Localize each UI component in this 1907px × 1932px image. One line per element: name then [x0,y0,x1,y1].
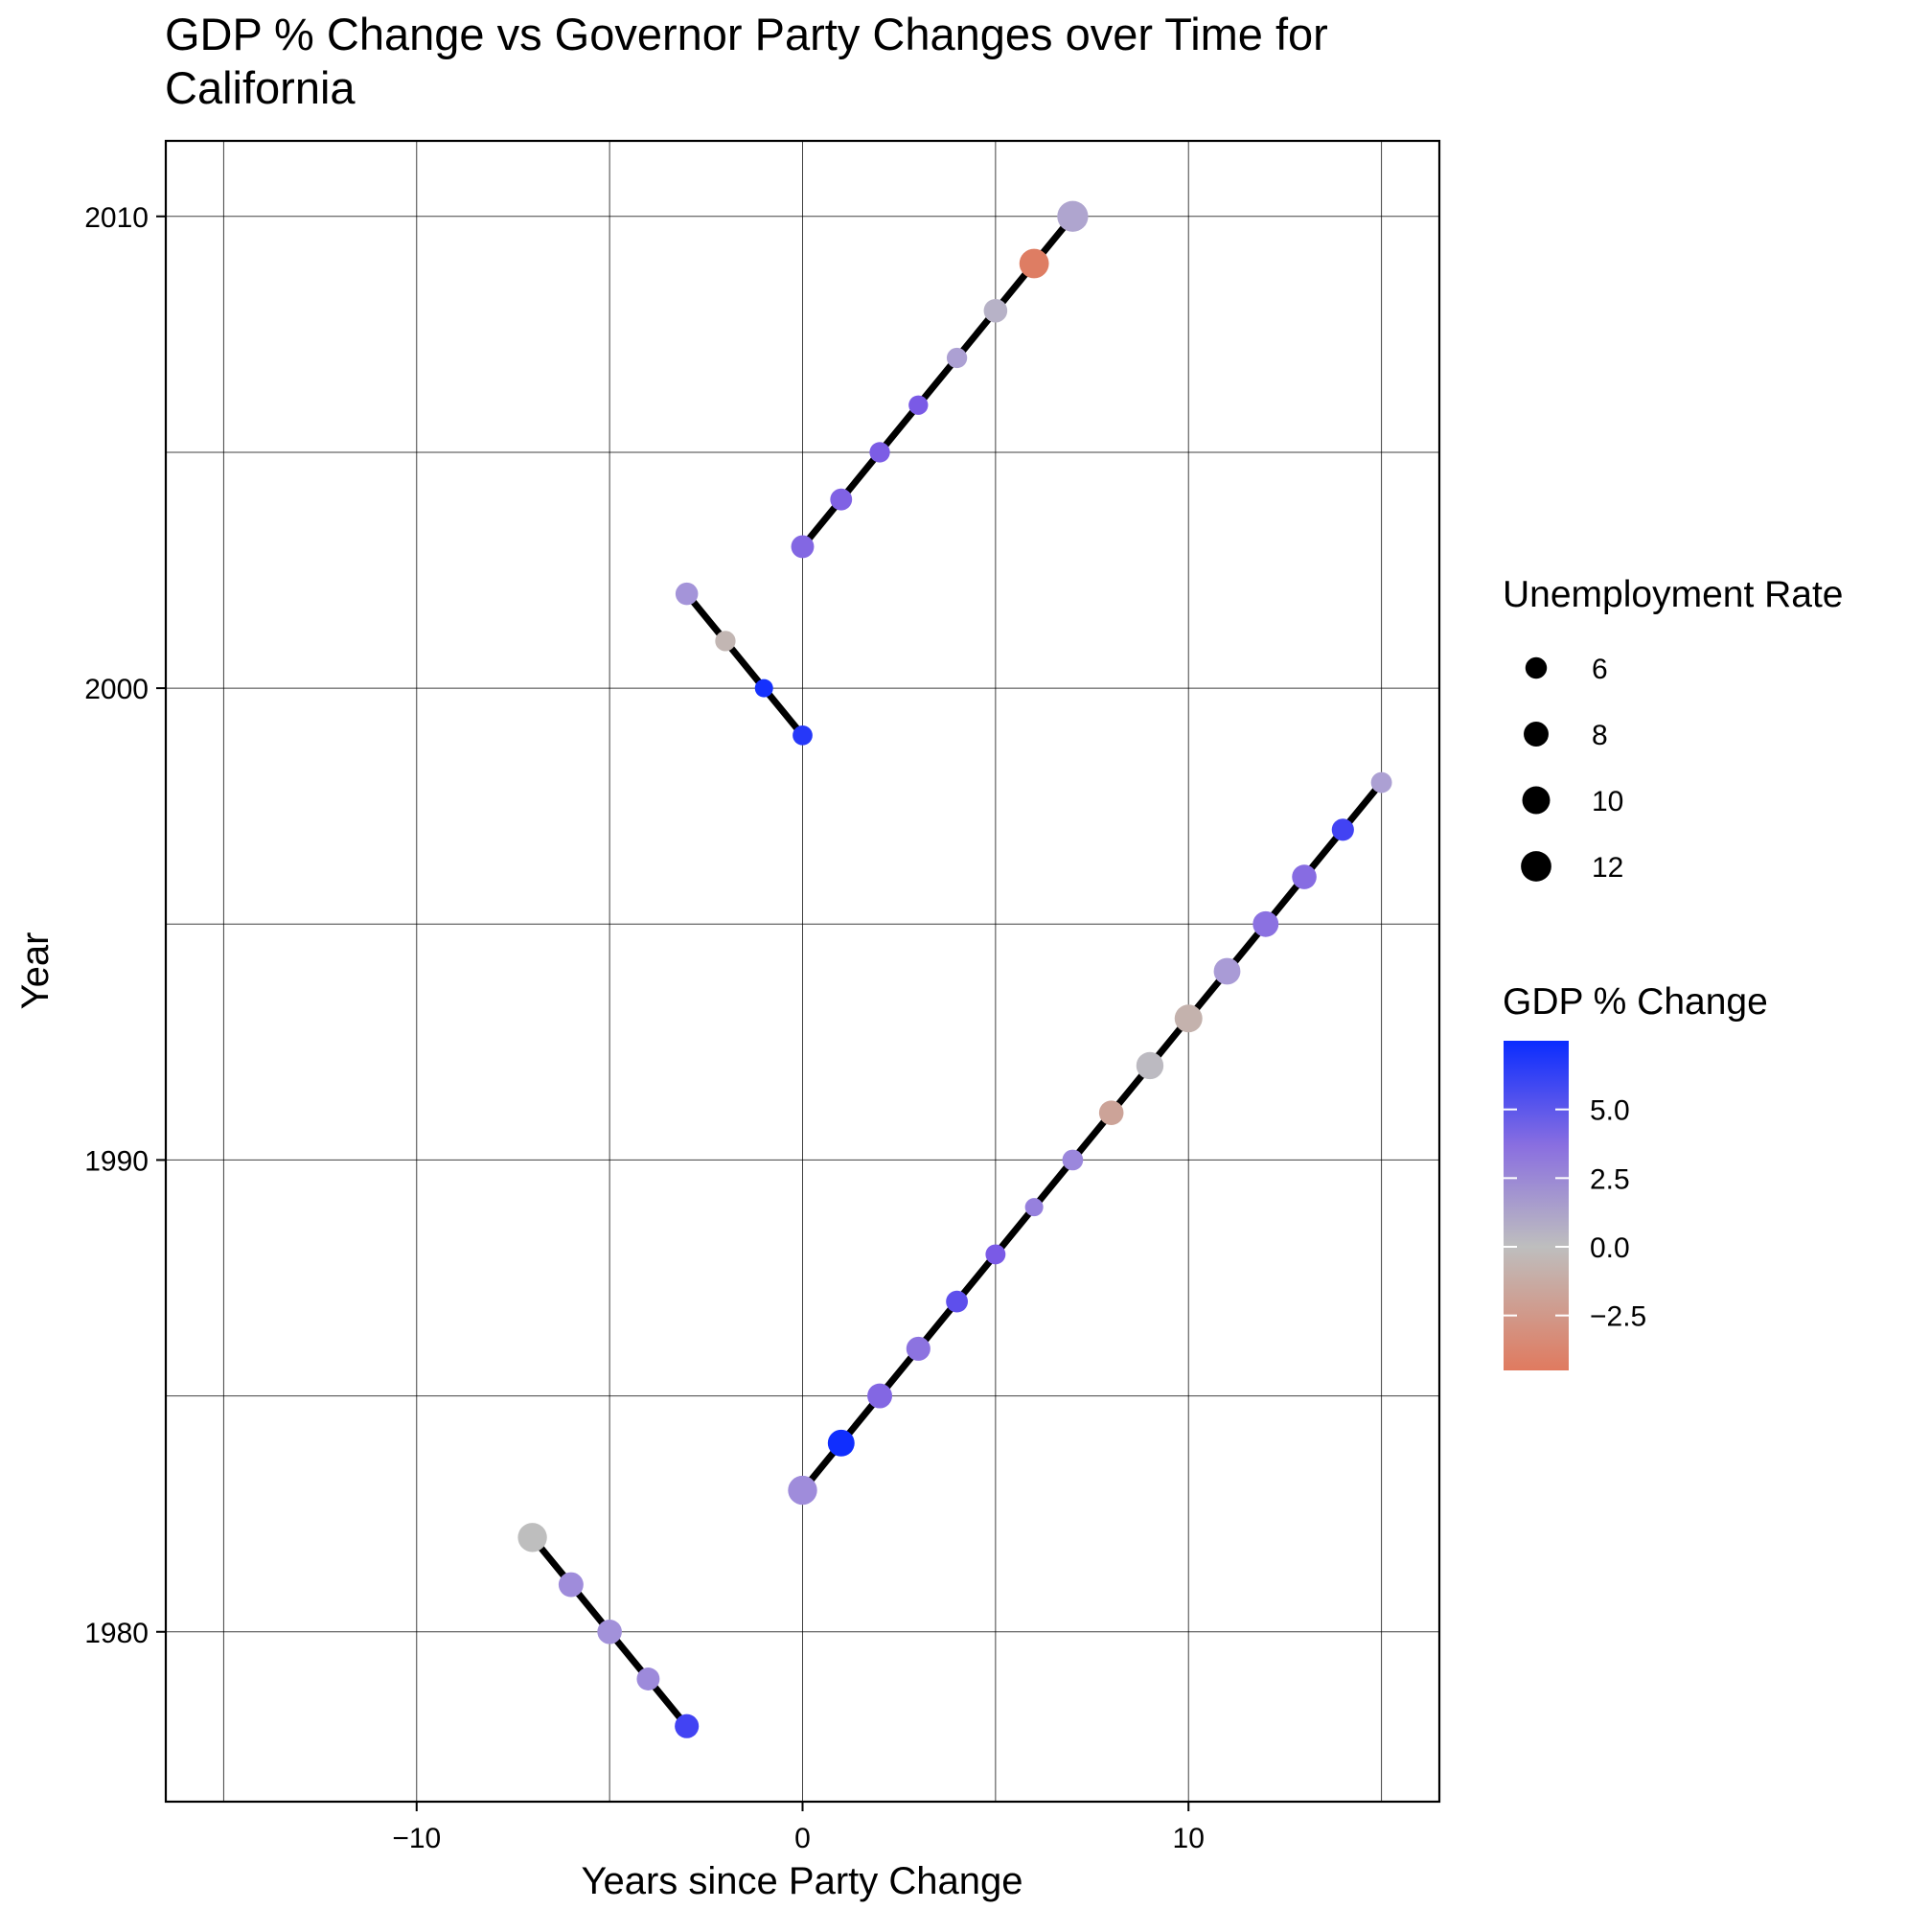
y-tick-label: 2000 [84,674,149,705]
chart-title-line-1: GDP % Change vs Governor Party Changes o… [165,9,1328,59]
x-axis-label: Years since Party Change [581,1860,1022,1902]
color-legend-label: 5.0 [1590,1095,1630,1127]
y-axis-label: Year [14,932,57,1010]
gridlines [166,141,1439,1802]
data-point [1136,1051,1164,1080]
data-point [1062,1149,1084,1171]
chart-title-line-2: California [165,62,356,113]
data-point [908,395,929,415]
data-point [985,1244,1006,1265]
data-point [754,678,773,698]
color-legend-label: 0.0 [1590,1232,1630,1264]
x-tick-label: −10 [392,1823,441,1854]
color-legend-label: 2.5 [1590,1163,1630,1195]
y-tick-label: 2010 [84,202,149,234]
data-point [791,535,815,559]
color-legend: GDP % Change 5.0 2.5 0.0 −2.5 [1503,981,1768,1370]
size-legend-label: 6 [1592,654,1608,685]
data-point [906,1336,931,1361]
series-line [799,779,1386,1494]
size-legend-key [1524,722,1549,747]
data-point [1024,1198,1044,1217]
data-point [983,298,1008,323]
data-point [946,1290,968,1313]
size-legend-label: 10 [1592,786,1623,817]
chart-title: GDP % Change vs Governor Party Changes o… [165,9,1328,113]
data-point [1292,864,1317,889]
x-axis-ticks: −10 0 10 [392,1802,1205,1854]
series-line [683,590,806,739]
data-point [1331,818,1354,841]
data-point [597,1619,622,1644]
data-point [946,347,968,369]
size-legend-key [1525,656,1548,679]
data-point [1098,1100,1124,1125]
size-legend-label: 8 [1592,720,1608,751]
data-points [517,200,1392,1738]
data-point [1019,248,1049,279]
x-tick-label: 10 [1173,1823,1205,1854]
data-point [827,1429,855,1457]
data-point [1174,1004,1203,1033]
data-point [1057,200,1089,232]
size-legend-label: 12 [1592,852,1623,884]
data-point [869,442,890,463]
data-point [1252,910,1279,937]
data-point [636,1668,660,1690]
data-point [675,582,699,606]
data-point [1213,957,1241,985]
color-legend-title: GDP % Change [1503,981,1768,1023]
y-tick-label: 1990 [84,1145,149,1177]
size-legend-keys: 6 8 10 12 [1521,654,1623,884]
data-point [867,1383,893,1409]
data-point [558,1572,584,1598]
data-point [675,1714,700,1738]
data-point [517,1523,547,1552]
color-legend-keys: 5.0 2.5 0.0 −2.5 [1504,1095,1646,1333]
color-legend-bar [1504,1041,1569,1370]
data-point [830,488,853,511]
data-point [715,631,736,652]
size-legend-title: Unemployment Rate [1503,574,1844,615]
data-point [793,724,813,746]
x-tick-label: 0 [794,1823,811,1854]
size-legend: Unemployment Rate 6 8 10 12 [1503,574,1844,884]
data-point [1370,771,1392,794]
y-tick-label: 1980 [84,1618,149,1649]
color-legend-label: −2.5 [1590,1301,1646,1333]
size-legend-key [1522,786,1551,815]
data-point [788,1475,817,1506]
size-legend-key [1521,851,1551,882]
y-axis-ticks: 1980 1990 2000 2010 [84,202,166,1649]
